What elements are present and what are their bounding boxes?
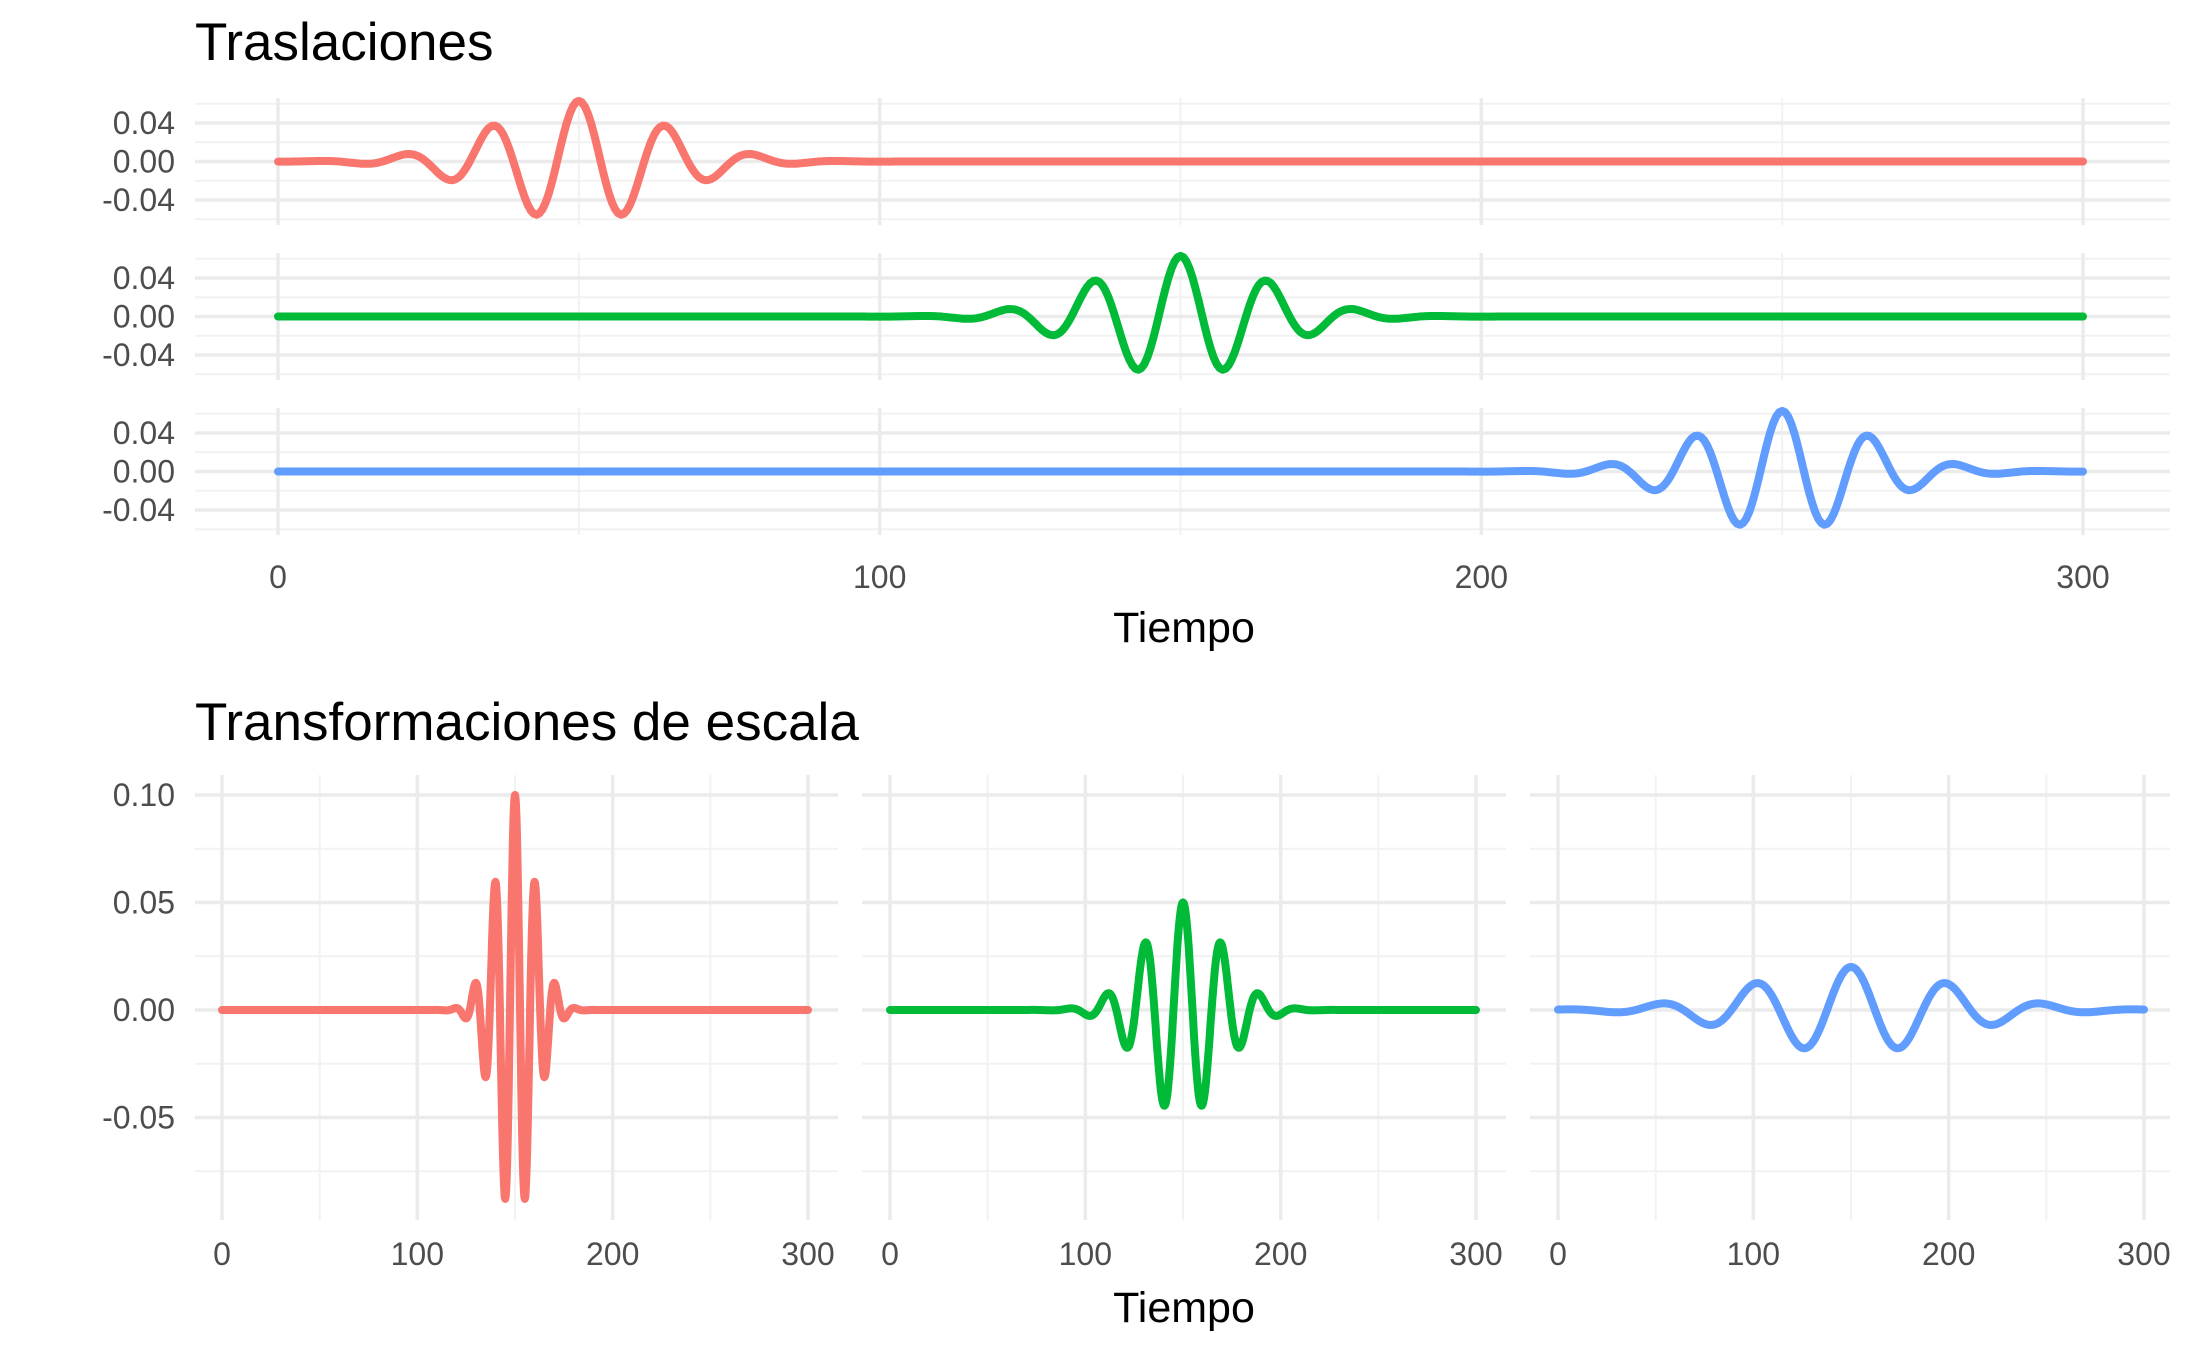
x-axis-title-escala: Tiempo xyxy=(1113,1284,1255,1332)
y-tick-label-escala-3: -0.05 xyxy=(102,1100,175,1136)
series-line-escala-3 xyxy=(1554,963,2148,1053)
x-tick-label-escala-col0-3: 300 xyxy=(781,1236,834,1272)
x-tick-label-escala-col1-0: 0 xyxy=(881,1236,899,1272)
x-tick-label-escala-col0-2: 200 xyxy=(586,1236,639,1272)
series-line-traslacion-2 xyxy=(274,251,2087,374)
y-tick-label-row1-1: 0.00 xyxy=(113,299,175,335)
series-line-escala-1 xyxy=(218,791,812,1203)
y-tick-label-row2-0: 0.04 xyxy=(113,415,175,451)
x-tick-label-escala-col1-2: 200 xyxy=(1254,1236,1307,1272)
x-tick-label-escala-col2-3: 300 xyxy=(2117,1236,2170,1272)
y-tick-label-row0-1: 0.00 xyxy=(113,144,175,180)
x-tick-label-escala-col0-1: 100 xyxy=(391,1236,444,1272)
y-tick-label-escala-2: 0.00 xyxy=(113,992,175,1028)
x-tick-label-escala-col1-1: 100 xyxy=(1059,1236,1112,1272)
x-tick-label-traslaciones-0: 0 xyxy=(269,559,287,595)
x-tick-label-traslaciones-2: 200 xyxy=(1455,559,1508,595)
y-tick-label-escala-0: 0.10 xyxy=(113,777,175,813)
x-tick-label-traslaciones-3: 300 xyxy=(2056,559,2109,595)
y-tick-label-row0-2: -0.04 xyxy=(102,182,175,218)
y-tick-label-row0-0: 0.04 xyxy=(113,105,175,141)
chart-title-escala: Transformaciones de escala xyxy=(195,693,859,752)
x-tick-label-escala-col2-1: 100 xyxy=(1727,1236,1780,1272)
series-line-traslacion-3 xyxy=(274,406,2087,529)
y-tick-label-row2-1: 0.00 xyxy=(113,454,175,490)
y-tick-label-escala-1: 0.05 xyxy=(113,885,175,921)
x-tick-label-traslaciones-1: 100 xyxy=(853,559,906,595)
y-tick-label-row2-2: -0.04 xyxy=(102,492,175,528)
x-tick-label-escala-col0-0: 0 xyxy=(213,1236,231,1272)
x-axis-title-traslaciones: Tiempo xyxy=(1113,604,1255,652)
series-line-traslacion-1 xyxy=(274,96,2087,219)
series-line-escala-2 xyxy=(886,898,1480,1110)
y-tick-label-row1-0: 0.04 xyxy=(113,260,175,296)
x-tick-label-escala-col2-0: 0 xyxy=(1549,1236,1567,1272)
plot-layer: 0.040.00-0.040.040.00-0.040.040.00-0.040… xyxy=(102,96,2171,1272)
x-tick-label-escala-col2-2: 200 xyxy=(1922,1236,1975,1272)
x-tick-label-escala-col1-3: 300 xyxy=(1449,1236,1502,1272)
y-tick-label-row1-2: -0.04 xyxy=(102,337,175,373)
chart-title-traslaciones: Traslaciones xyxy=(195,13,494,72)
